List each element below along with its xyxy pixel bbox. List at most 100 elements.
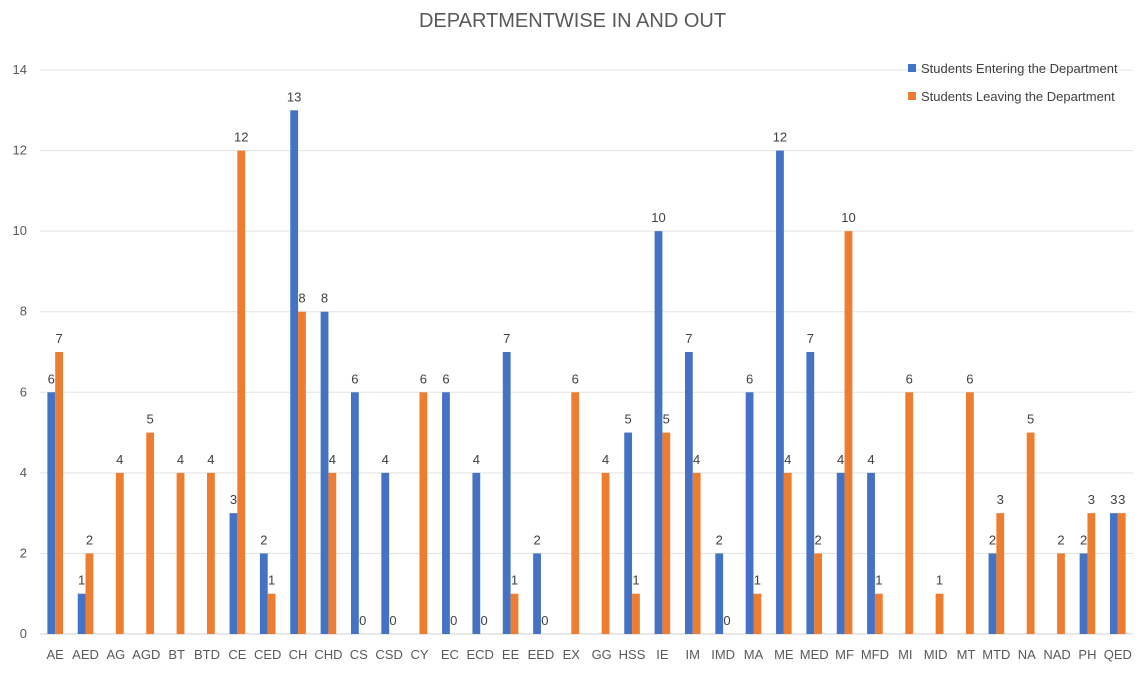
data-label-leaving: 1 bbox=[632, 573, 639, 588]
y-tick-label: 12 bbox=[13, 143, 27, 158]
bar-entering bbox=[472, 472, 481, 634]
legend-swatch-entering bbox=[908, 64, 916, 72]
data-label-entering: 7 bbox=[685, 331, 692, 346]
bar-leaving bbox=[510, 593, 519, 634]
x-tick-label: EC bbox=[441, 647, 459, 662]
x-tick-label: ECD bbox=[467, 647, 494, 662]
x-tick-label: ME bbox=[774, 647, 794, 662]
bar-leaving bbox=[85, 553, 94, 634]
x-tick-label: PH bbox=[1078, 647, 1096, 662]
data-label-leaving: 6 bbox=[906, 371, 913, 386]
data-label-leaving: 2 bbox=[1057, 532, 1064, 547]
bar-leaving bbox=[935, 593, 944, 634]
legend: Students Entering the Department Student… bbox=[908, 54, 1118, 110]
x-tick-label: CH bbox=[289, 647, 308, 662]
y-tick-label: 14 bbox=[13, 62, 27, 77]
data-label-leaving: 0 bbox=[450, 613, 457, 628]
bar-leaving bbox=[601, 472, 610, 634]
x-tick-label: AED bbox=[72, 647, 99, 662]
bar-leaving bbox=[844, 231, 853, 634]
bar-leaving bbox=[328, 472, 337, 634]
data-label-entering: 12 bbox=[773, 130, 787, 145]
legend-label-entering: Students Entering the Department bbox=[921, 60, 1118, 76]
x-tick-label: MFD bbox=[861, 647, 889, 662]
bar-leaving bbox=[1057, 553, 1065, 634]
x-tick-label: GG bbox=[592, 647, 612, 662]
data-label-leaving: 1 bbox=[511, 573, 518, 588]
data-label-leaving: 1 bbox=[754, 573, 761, 588]
data-label-entering: 13 bbox=[287, 89, 301, 104]
x-tick-label: NA bbox=[1018, 647, 1036, 662]
data-label-entering: 1 bbox=[78, 573, 85, 588]
data-label-entering: 2 bbox=[989, 532, 996, 547]
data-label-leaving: 3 bbox=[1088, 492, 1095, 507]
data-label-leaving: 2 bbox=[86, 532, 93, 547]
y-tick-label: 2 bbox=[20, 545, 27, 560]
data-label-leaving: 4 bbox=[329, 452, 336, 467]
data-label-leaving: 5 bbox=[1027, 412, 1034, 427]
x-tick-label: CE bbox=[228, 647, 246, 662]
x-axis-ticks: AE AED AG AGD BT BTD CE CED CH CHD CS CSD CY EC ECD EE E… bbox=[47, 647, 1132, 662]
y-tick-label: 4 bbox=[20, 465, 27, 480]
x-tick-label: AE bbox=[47, 647, 65, 662]
data-label-entering: 2 bbox=[533, 532, 540, 547]
data-label-entering: 3 bbox=[1110, 492, 1117, 507]
data-label-entering: 4 bbox=[867, 452, 874, 467]
legend-item-leaving: Students Leaving the Department bbox=[908, 82, 1118, 110]
data-label-leaving: 0 bbox=[359, 613, 366, 628]
bar-leaving bbox=[996, 513, 1005, 634]
bar-leaving bbox=[905, 392, 914, 634]
x-tick-label: CSD bbox=[375, 647, 402, 662]
x-tick-label: MED bbox=[800, 647, 829, 662]
y-tick-label: 10 bbox=[13, 223, 27, 238]
bar-leaving bbox=[55, 352, 63, 634]
bar-entering bbox=[624, 432, 633, 634]
bar-entering bbox=[745, 392, 754, 634]
y-tick-label: 0 bbox=[20, 626, 27, 641]
bar-leaving bbox=[692, 472, 701, 634]
data-label-entering: 6 bbox=[746, 371, 753, 386]
y-tick-label: 8 bbox=[20, 304, 27, 319]
bar-entering bbox=[47, 392, 56, 634]
data-label-entering: 4 bbox=[837, 452, 844, 467]
data-label-leaving: 4 bbox=[784, 452, 791, 467]
data-label-leaving: 1 bbox=[268, 573, 275, 588]
data-label-entering: 7 bbox=[503, 331, 510, 346]
bar-leaving bbox=[1117, 513, 1126, 634]
bar-leaving bbox=[753, 593, 762, 634]
data-label-entering: 5 bbox=[625, 412, 632, 427]
data-label-leaving: 6 bbox=[572, 371, 579, 386]
bar-leaving bbox=[662, 432, 671, 634]
y-tick-label: 6 bbox=[20, 384, 27, 399]
data-label-leaving: 10 bbox=[841, 210, 855, 225]
data-label-entering: 2 bbox=[716, 532, 723, 547]
data-label-leaving: 12 bbox=[234, 130, 248, 145]
bar-entering bbox=[1079, 553, 1088, 634]
bar-leaving bbox=[874, 593, 883, 634]
x-tick-label: EX bbox=[563, 647, 581, 662]
x-tick-label: MA bbox=[744, 647, 764, 662]
data-label-leaving: 4 bbox=[116, 452, 123, 467]
bar-leaving bbox=[298, 311, 306, 634]
data-label-entering: 6 bbox=[48, 371, 55, 386]
bar-leaving bbox=[237, 150, 246, 635]
bar-entering bbox=[836, 472, 845, 634]
data-label-leaving: 1 bbox=[936, 573, 943, 588]
x-tick-label: MTD bbox=[982, 647, 1010, 662]
bar-leaving bbox=[632, 593, 640, 634]
legend-swatch-leaving bbox=[908, 92, 916, 100]
x-tick-label: IE bbox=[656, 647, 669, 662]
bar-leaving bbox=[1026, 432, 1035, 634]
legend-label-leaving: Students Leaving the Department bbox=[921, 88, 1115, 104]
bar-entering bbox=[381, 472, 390, 634]
bar-entering bbox=[320, 311, 329, 634]
x-tick-label: MF bbox=[835, 647, 854, 662]
bar-entering bbox=[1110, 513, 1118, 634]
x-tick-label: EE bbox=[502, 647, 520, 662]
bar-leaving bbox=[176, 472, 185, 634]
bar-entering bbox=[229, 513, 238, 634]
x-tick-label: BT bbox=[168, 647, 185, 662]
bar-entering bbox=[806, 352, 815, 634]
data-label-leaving: 6 bbox=[420, 371, 427, 386]
